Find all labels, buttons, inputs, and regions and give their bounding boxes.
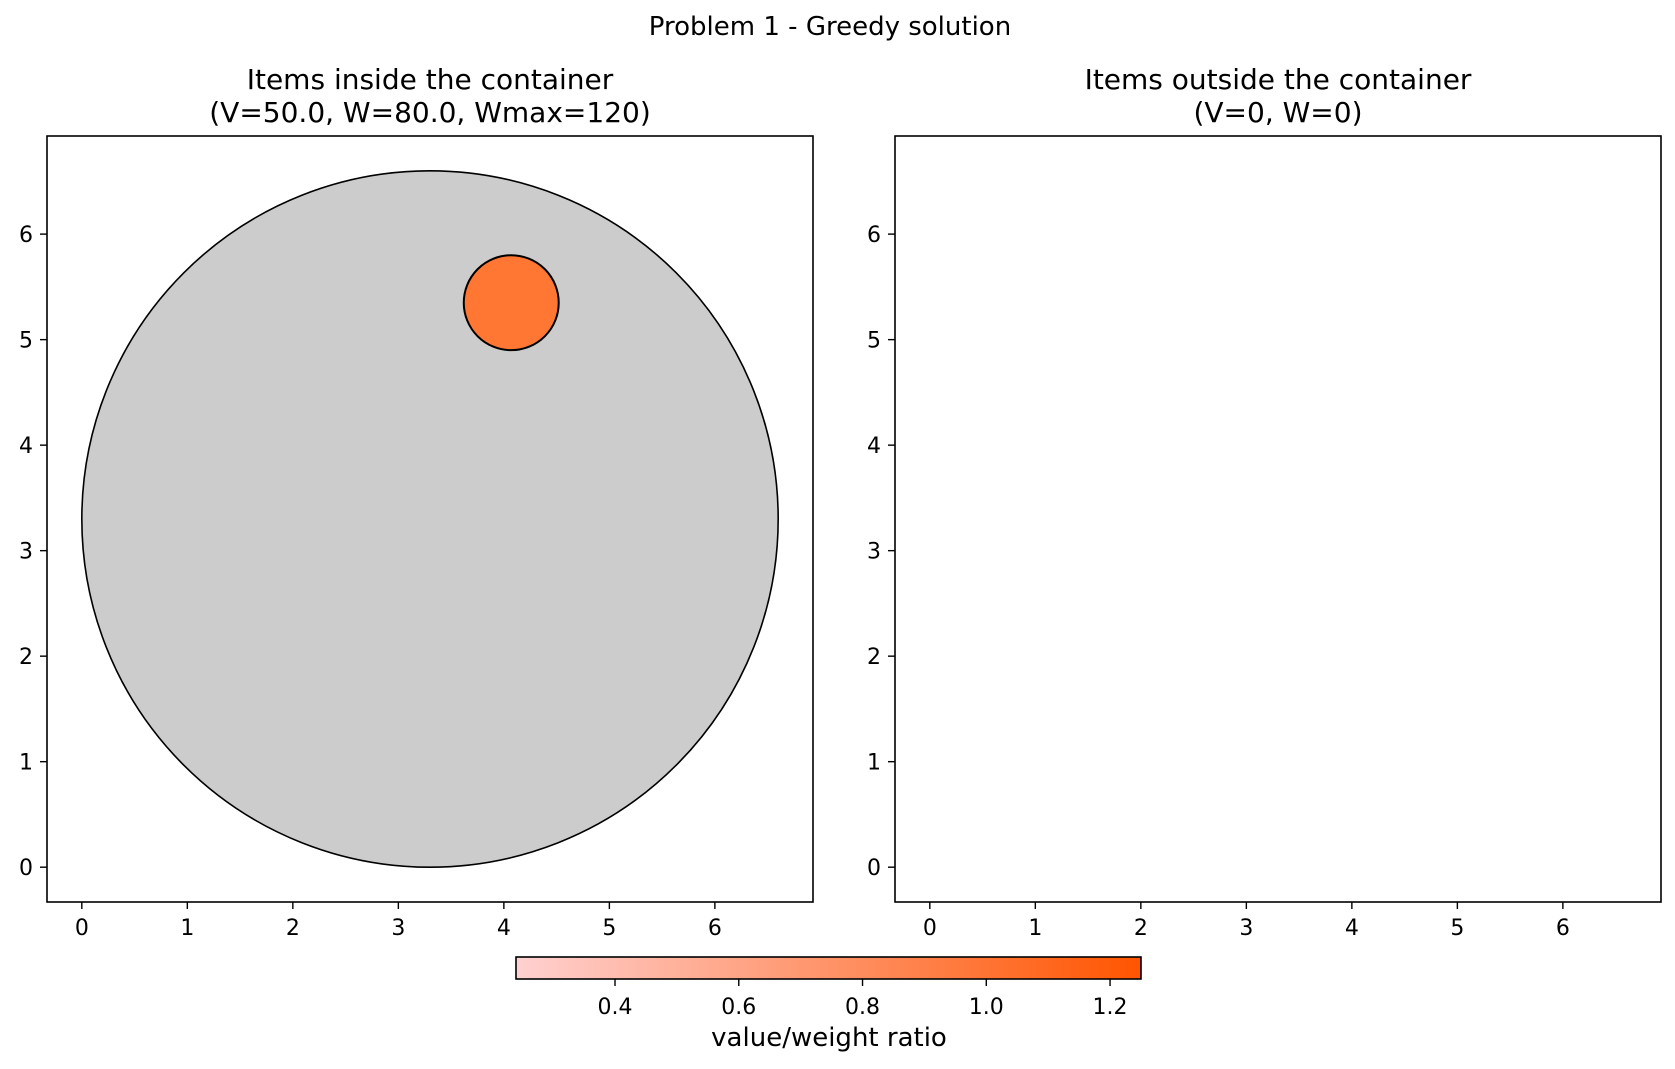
colorbar-tick-label: 0.6	[721, 995, 756, 1020]
x-tick-label: 6	[708, 916, 722, 941]
colorbar-tick-label: 1.2	[1093, 995, 1128, 1020]
x-tick-label: 3	[1239, 916, 1253, 941]
colorbar-ticks: 0.4 0.6 0.8 1.0 1.2	[598, 979, 1128, 1020]
outside-axes-frame	[894, 135, 1662, 903]
x-tick-label: 0	[923, 916, 937, 941]
panel-outside-title-line1: Items outside the container	[1085, 63, 1472, 96]
x-tick-label: 4	[1345, 916, 1359, 941]
x-tick-label: 5	[602, 916, 616, 941]
panel-items-outside: Items outside the container (V=0, W=0) 0…	[867, 63, 1662, 941]
y-tick-label: 3	[867, 540, 881, 565]
y-tick-label: 4	[19, 434, 33, 459]
outside-axis-ticks: 0 1 2 3 4 5 6 0 1 2 3 4 5 6	[867, 223, 1570, 941]
y-tick-label: 5	[867, 329, 881, 354]
x-tick-label: 3	[391, 916, 405, 941]
y-tick-label: 1	[867, 751, 881, 776]
panel-inside-title-line1: Items inside the container	[247, 63, 614, 96]
colorbar-tick-label: 1.0	[969, 995, 1004, 1020]
y-tick-label: 6	[19, 223, 33, 248]
panel-items-inside: Items inside the container (V=50.0, W=80…	[19, 63, 814, 941]
inside-axis-ticks: 0 1 2 3 4 5 6 0 1 2 3 4 5 6	[19, 223, 722, 941]
y-tick-label: 0	[867, 856, 881, 881]
x-tick-label: 1	[1028, 916, 1042, 941]
colorbar-tick-label: 0.4	[598, 995, 633, 1020]
y-tick-label: 3	[19, 540, 33, 565]
x-tick-label: 6	[1556, 916, 1570, 941]
x-tick-label: 0	[75, 916, 89, 941]
x-tick-label: 5	[1450, 916, 1464, 941]
y-tick-label: 2	[19, 645, 33, 670]
colorbar-label: value/weight ratio	[711, 1023, 947, 1053]
colorbar-tick-label: 0.8	[845, 995, 880, 1020]
x-tick-label: 4	[497, 916, 511, 941]
item-circle	[462, 254, 560, 352]
colorbar-gradient	[515, 956, 1142, 980]
panel-inside-title-line2: (V=50.0, W=80.0, Wmax=120)	[209, 96, 651, 129]
x-tick-label: 2	[1134, 916, 1148, 941]
y-tick-label: 5	[19, 329, 33, 354]
y-tick-label: 4	[867, 434, 881, 459]
panel-outside-title-line2: (V=0, W=0)	[1193, 96, 1362, 129]
inside-axes-frame	[46, 135, 814, 903]
y-tick-label: 2	[867, 645, 881, 670]
figure-suptitle: Problem 1 - Greedy solution	[649, 12, 1011, 42]
x-tick-label: 2	[286, 916, 300, 941]
colorbar: 0.4 0.6 0.8 1.0 1.2 value/weight ratio	[515, 956, 1142, 1053]
y-tick-label: 6	[867, 223, 881, 248]
x-tick-label: 1	[180, 916, 194, 941]
y-tick-label: 0	[19, 856, 33, 881]
inside-plot-marks	[81, 170, 779, 868]
container-circle	[81, 170, 779, 868]
y-tick-label: 1	[19, 751, 33, 776]
